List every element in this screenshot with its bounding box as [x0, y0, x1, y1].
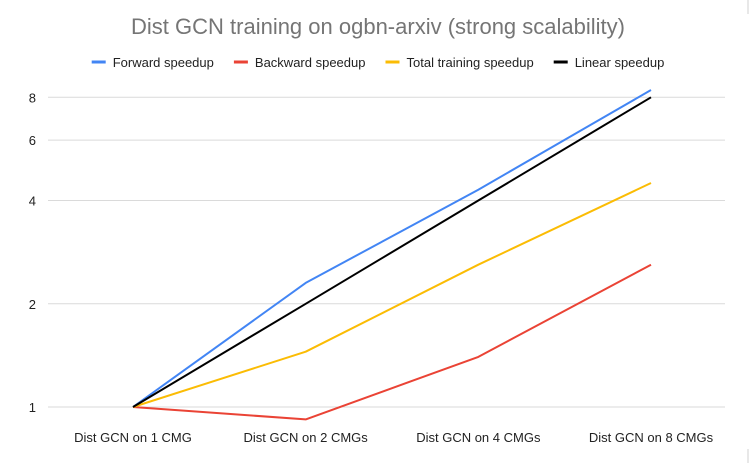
- legend: Forward speedup Backward speedup Total tra…: [91, 55, 665, 70]
- y-tick-label: 2: [29, 297, 36, 312]
- legend-label: Total training speedup: [407, 55, 534, 70]
- y-tick-label: 4: [29, 194, 36, 209]
- x-tick-label: Dist GCN on 4 CMGs: [416, 430, 541, 445]
- series-line-total-training-speedup: [132, 182, 652, 408]
- series-lines: [132, 89, 652, 421]
- legend-label: Forward speedup: [113, 55, 214, 70]
- y-tick-label: 8: [29, 90, 36, 105]
- series-line-backward-speedup: [132, 263, 652, 421]
- x-axis: Dist GCN on 1 CMG Dist GCN on 2 CMGs Dist …: [74, 430, 713, 445]
- y-tick-label: 1: [29, 400, 36, 415]
- gridlines: [48, 96, 725, 408]
- legend-label: Linear speedup: [575, 55, 665, 70]
- x-tick-label: Dist GCN on 2 CMGs: [244, 430, 369, 445]
- chart-title: Dist GCN training on ogbn-arxiv (strong …: [131, 14, 625, 39]
- x-tick-label: Dist GCN on 8 CMGs: [589, 430, 714, 445]
- legend-item: Forward speedup: [91, 55, 214, 70]
- series-line-linear-speedup: [132, 96, 652, 408]
- legend-label: Backward speedup: [255, 55, 366, 70]
- series-line-forward-speedup: [132, 89, 652, 408]
- x-tick-label: Dist GCN on 1 CMG: [74, 430, 192, 445]
- legend-item: Backward speedup: [233, 55, 366, 70]
- y-axis: 1 2 4 6 8: [29, 90, 36, 415]
- y-tick-label: 6: [29, 133, 36, 148]
- legend-item: Total training speedup: [385, 55, 534, 70]
- legend-item: Linear speedup: [553, 55, 665, 70]
